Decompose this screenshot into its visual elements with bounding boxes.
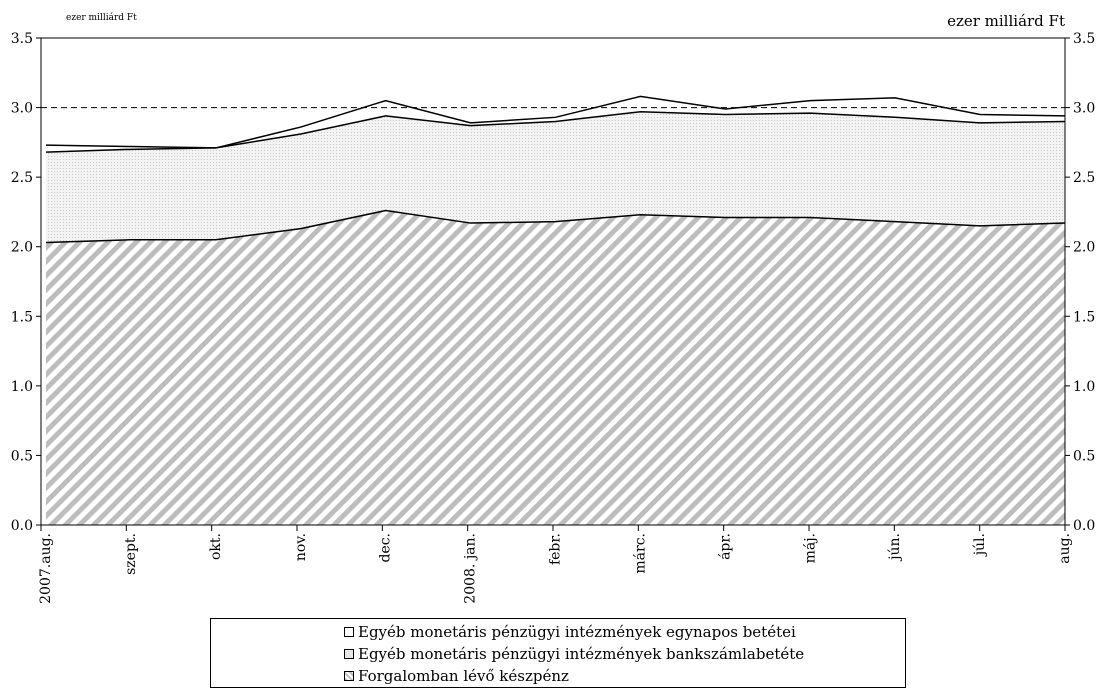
- area-forgalomban-levo-keszpenz: [46, 210, 1065, 525]
- x-tick-label: 2008. jan.: [463, 533, 479, 604]
- y-tick-label-left: 1.0: [11, 379, 33, 395]
- x-tick-label: 2007.aug.: [38, 533, 54, 604]
- y-tick-label-right: 2.0: [1073, 240, 1095, 256]
- x-tick-label: máj.: [802, 533, 818, 563]
- y-tick-label-right: 3.5: [1073, 31, 1095, 47]
- legend-swatch-dotted: [344, 649, 354, 659]
- y-tick-label-right: 1.0: [1073, 379, 1095, 395]
- legend-label: Forgalomban lévő készpénz: [358, 667, 569, 685]
- y-tick-label-left: 0.0: [11, 518, 33, 534]
- x-tick-label: jún.: [887, 533, 903, 562]
- legend-item-bankszamla: Egyéb monetáris pénzügyi intézmények ban…: [344, 645, 804, 663]
- x-tick-label: nov.: [293, 533, 309, 561]
- legend-swatch-hatched: [344, 671, 354, 681]
- legend-swatch-white: [344, 627, 354, 637]
- x-tick-label: márc.: [632, 533, 648, 574]
- legend-label: Egyéb monetáris pénzügyi intézmények egy…: [358, 623, 796, 641]
- x-tick-label: szept.: [123, 533, 139, 575]
- y-tick-label-left: 3.5: [11, 31, 33, 47]
- y-tick-label-left: 0.5: [11, 448, 33, 464]
- x-tick-label: okt.: [208, 533, 224, 560]
- y-tick-label-left: 3.0: [11, 101, 33, 117]
- line-forgalomban-levo-keszpenz: [45, 209, 1066, 244]
- y-tick-label-left: 2.5: [11, 170, 33, 186]
- area-bankszamlabetete: [46, 111, 1065, 243]
- x-tick-label: ápr.: [717, 533, 733, 560]
- x-tick-label: febr.: [548, 533, 564, 565]
- legend-label: Egyéb monetáris pénzügyi intézmények ban…: [358, 645, 805, 663]
- x-tick-label: júl.: [972, 533, 988, 557]
- line-egynapos-betetei: [45, 95, 1066, 149]
- x-tick-label: dec.: [378, 533, 394, 563]
- y-tick-label-right: 0.5: [1073, 448, 1095, 464]
- y-axis-unit-right: ezer milliárd Ft: [947, 12, 1065, 30]
- y-tick-label-right: 0.0: [1073, 518, 1095, 534]
- y-tick-label-left: 2.0: [11, 240, 33, 256]
- legend-item-keszpenz: Forgalomban lévő készpénz: [344, 667, 569, 685]
- legend-item-egynapos: Egyéb monetáris pénzügyi intézmények egy…: [344, 623, 796, 641]
- y-tick-label-left: 1.5: [11, 309, 33, 325]
- y-axis-unit-left: ezer milliárd Ft: [66, 13, 137, 23]
- y-tick-label-right: 3.0: [1073, 101, 1095, 117]
- legend: Egyéb monetáris pénzügyi intézmények egy…: [210, 618, 906, 688]
- x-tick-label: aug.: [1057, 533, 1073, 564]
- area-egynapos-betetei: [46, 96, 1065, 153]
- y-tick-label-right: 1.5: [1073, 309, 1095, 325]
- y-tick-label-right: 2.5: [1073, 170, 1095, 186]
